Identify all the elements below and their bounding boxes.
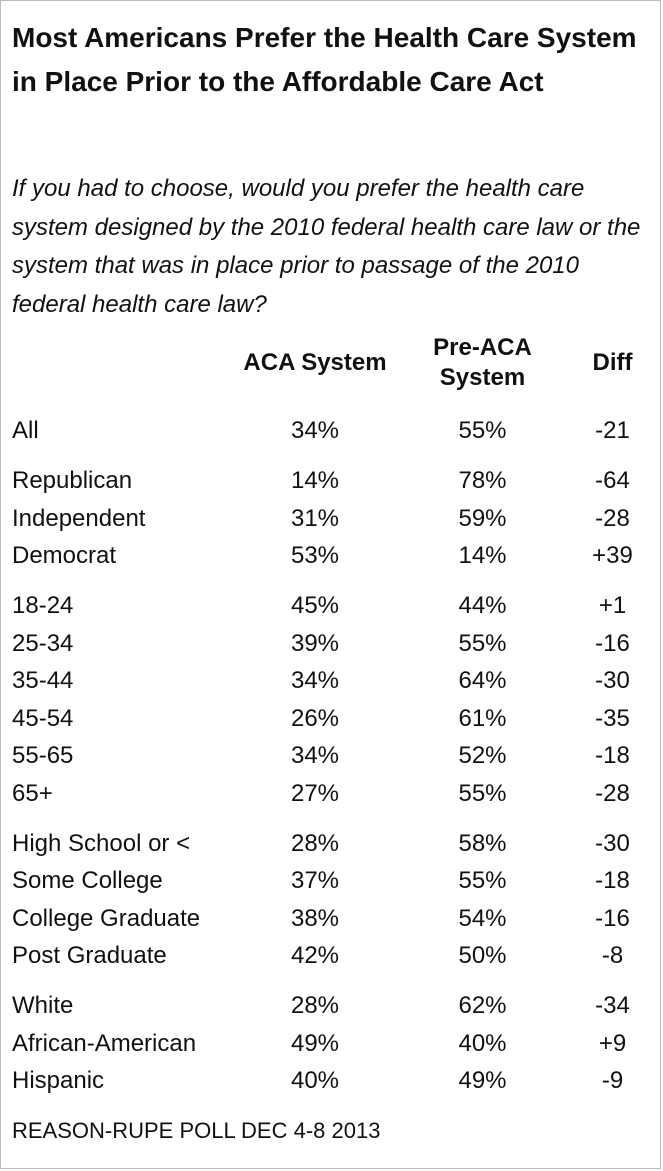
table-row: 35-44 34% 64% -30 — [0, 666, 663, 696]
diff-value: -30 — [595, 830, 630, 857]
row-label: 45-54 — [12, 705, 74, 732]
pre-aca-system-value: 52% — [458, 742, 507, 769]
aca-system-value: 26% — [290, 705, 340, 732]
diff-value: +9 — [598, 1030, 627, 1057]
aca-system-value: 38% — [290, 905, 340, 932]
aca-system-value: 27% — [290, 780, 340, 807]
pre-aca-system-value: 59% — [458, 505, 507, 532]
pre-aca-system-value: 44% — [458, 592, 507, 619]
table-row: 65+ 27% 55% -28 — [0, 779, 663, 809]
diff-value: +39 — [592, 542, 633, 569]
row-label: College Graduate — [12, 905, 201, 932]
table-row: 18-24 45% 44% +1 — [0, 591, 663, 621]
pre-aca-system-value: 62% — [458, 992, 507, 1019]
aca-system-value: 31% — [290, 505, 340, 532]
aca-system-value: 14% — [290, 467, 340, 494]
pre-aca-system-value: 50% — [458, 942, 507, 969]
diff-value: -8 — [601, 942, 624, 969]
table-row: College Graduate 38% 54% -16 — [0, 904, 663, 934]
aca-system-value: 34% — [290, 417, 340, 444]
aca-system-value: 45% — [290, 592, 340, 619]
diff-value: -18 — [595, 742, 630, 769]
pre-aca-system-value: 14% — [458, 542, 507, 569]
diff-value: -34 — [595, 992, 630, 1019]
row-label: Republican — [12, 467, 133, 494]
row-label: High School or < — [12, 830, 191, 857]
diff-value: -30 — [595, 667, 630, 694]
diff-value: -16 — [595, 630, 630, 657]
table-row: All 34% 55% -21 — [0, 416, 663, 446]
aca-system-value: 40% — [290, 1067, 340, 1094]
diff-value: -18 — [595, 867, 630, 894]
row-label: Democrat — [12, 542, 117, 569]
table-row: Democrat 53% 14% +39 — [0, 541, 663, 571]
row-label: Hispanic — [12, 1067, 105, 1094]
diff-value: -21 — [595, 417, 630, 444]
aca-system-value: 53% — [290, 542, 340, 569]
table-row: Hispanic 40% 49% -9 — [0, 1066, 663, 1096]
aca-system-value: 28% — [290, 992, 340, 1019]
row-label: Post Graduate — [12, 942, 167, 969]
pre-aca-system-value: 78% — [458, 467, 507, 494]
diff-value: -16 — [595, 905, 630, 932]
row-label: All — [12, 417, 39, 444]
table-row: 45-54 26% 61% -35 — [0, 704, 663, 734]
diff-value: -35 — [595, 705, 630, 732]
aca-system-value: 42% — [290, 942, 340, 969]
pre-aca-system-value: 54% — [458, 905, 507, 932]
aca-system-value: 37% — [290, 867, 340, 894]
row-label: Some College — [12, 867, 163, 894]
question-text: If you had to choose, would you prefer t… — [12, 175, 641, 318]
pre-aca-system-value: 58% — [458, 830, 507, 857]
aca-system-value: 28% — [290, 830, 340, 857]
pre-aca-system-value: 40% — [458, 1030, 507, 1057]
row-label: Independent — [12, 505, 146, 532]
aca-system-value: 34% — [290, 667, 340, 694]
table-row: Post Graduate 42% 50% -8 — [0, 941, 663, 971]
pre-aca-system-value: 55% — [458, 867, 507, 894]
pre-aca-system-value: 55% — [458, 630, 507, 657]
row-label: White — [12, 992, 74, 1019]
row-label: 35-44 — [12, 667, 74, 694]
pre-aca-system-value: 64% — [458, 667, 507, 694]
table-row: African-American 49% 40% +9 — [0, 1029, 663, 1059]
column-header-pre-aca: Pre-ACA System — [433, 334, 532, 391]
table-row: Some College 37% 55% -18 — [0, 866, 663, 896]
diff-value: +1 — [598, 592, 627, 619]
pre-aca-system-value: 49% — [458, 1067, 507, 1094]
table-row: Independent 31% 59% -28 — [0, 504, 663, 534]
table-row: Republican 14% 78% -64 — [0, 466, 663, 496]
diff-value: -9 — [601, 1067, 624, 1094]
row-label: 25-34 — [12, 630, 74, 657]
source-note: REASON-RUPE POLL DEC 4-8 2013 — [12, 1118, 381, 1143]
pre-aca-system-value: 61% — [458, 705, 507, 732]
aca-system-value: 49% — [290, 1030, 340, 1057]
pre-aca-system-value: 55% — [458, 417, 507, 444]
chart-title: Most Americans Prefer the Health Care Sy… — [12, 22, 637, 97]
row-label: African-American — [12, 1030, 197, 1057]
column-header-aca: ACA System — [243, 349, 387, 376]
row-label: 18-24 — [12, 592, 74, 619]
table-row: White 28% 62% -34 — [0, 991, 663, 1021]
table-row: 25-34 39% 55% -16 — [0, 629, 663, 659]
column-header-diff: Diff — [592, 349, 633, 376]
row-label: 55-65 — [12, 742, 74, 769]
row-label: 65+ — [12, 780, 53, 807]
aca-system-value: 34% — [290, 742, 340, 769]
pre-aca-system-value: 55% — [458, 780, 507, 807]
diff-value: -64 — [595, 467, 630, 494]
aca-system-value: 39% — [290, 630, 340, 657]
table-row: 55-65 34% 52% -18 — [0, 741, 663, 771]
diff-value: -28 — [595, 780, 630, 807]
table-row: High School or < 28% 58% -30 — [0, 829, 663, 859]
diff-value: -28 — [595, 505, 630, 532]
